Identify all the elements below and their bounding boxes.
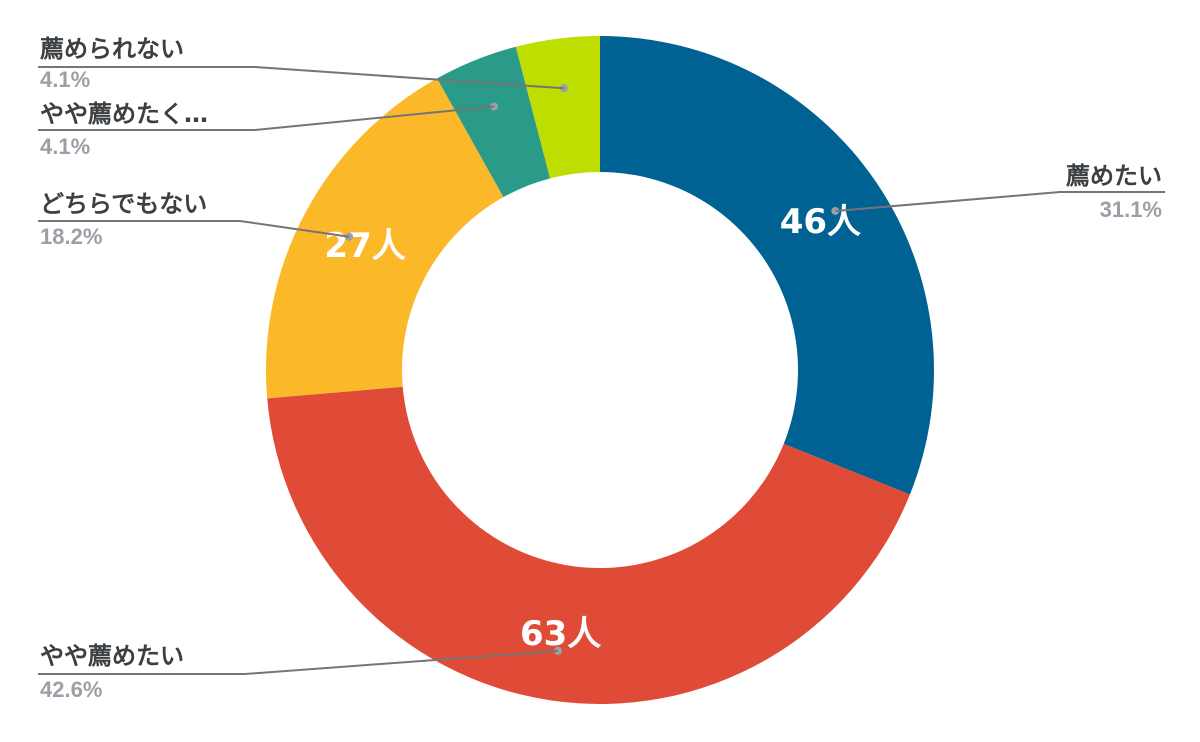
percent-label: 18.2% [40,224,102,249]
slice-3 [266,78,504,399]
leader-line [38,649,559,675]
leader-line [38,105,495,131]
percent-label: 31.1% [1100,197,1162,222]
slice-1 [600,36,934,495]
leader-line [38,66,564,90]
slice-2 [267,386,910,704]
slices-group [266,36,934,704]
category-label: やや薦めたく… [40,100,208,128]
percent-label: 4.1% [40,67,90,92]
percent-label: 4.1% [40,134,90,159]
category-label: やや薦めたい [40,642,184,670]
slice-value-label: 27人 [324,226,405,266]
slice-value-label: 63人 [520,614,601,654]
category-label: 薦められない [40,35,184,63]
leader-line [38,220,350,238]
leader-line [835,191,1165,212]
percent-label: 42.6% [40,677,102,702]
slice-5 [515,36,600,179]
category-label: 薦めたい [1066,162,1162,190]
slice-4 [437,46,551,198]
slice-value-label: 46人 [780,202,861,242]
category-label: どちらでもない [40,190,207,218]
